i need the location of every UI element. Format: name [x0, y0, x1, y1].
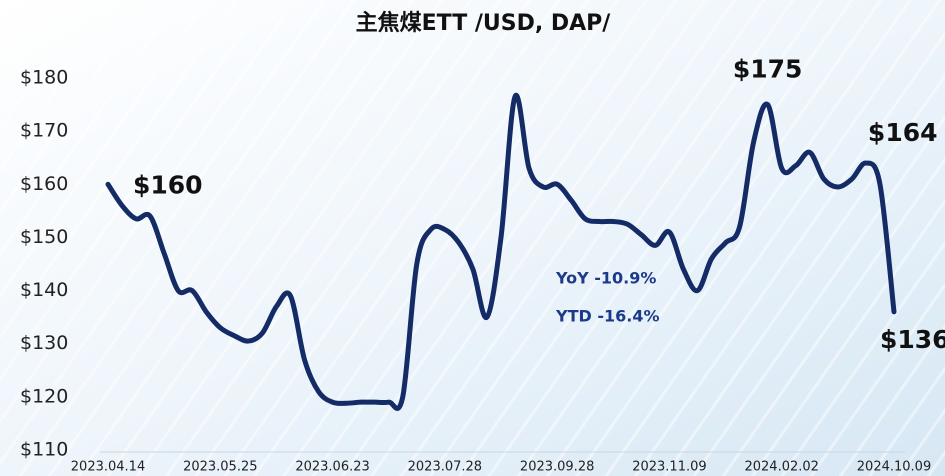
y-tick-label: $180 — [20, 67, 68, 89]
y-tick-label: $170 — [20, 120, 68, 142]
x-tick-label: 2023.09.28 — [520, 460, 594, 475]
value-label: $164 — [868, 118, 938, 147]
y-tick-label: $150 — [20, 226, 68, 248]
x-tick-label: 2023.05.25 — [183, 460, 257, 475]
x-tick-label: 2024.10.09 — [857, 460, 931, 475]
x-tick-label: 2023.07.28 — [408, 460, 482, 475]
y-tick-label: $120 — [20, 385, 68, 407]
value-label: $160 — [133, 170, 203, 199]
y-tick-label: $110 — [20, 439, 68, 461]
price-line — [105, 92, 897, 411]
annotation: YTD -16.4% — [555, 307, 660, 326]
x-tick-label: 2023.11.09 — [632, 460, 706, 475]
value-label: $175 — [733, 55, 803, 84]
x-tick-label: 2024.02.02 — [744, 460, 818, 475]
x-tick-label: 2023.06.23 — [295, 460, 369, 475]
chart-title: 主焦煤ETT /USD, DAP/ — [356, 10, 612, 36]
y-tick-label: $140 — [20, 279, 68, 301]
y-tick-label: $130 — [20, 332, 68, 354]
annotation: YoY -10.9% — [555, 269, 656, 288]
value-label: $136 — [880, 325, 945, 354]
x-tick-label: 2023.04.14 — [71, 460, 145, 475]
y-tick-label: $160 — [20, 173, 68, 195]
